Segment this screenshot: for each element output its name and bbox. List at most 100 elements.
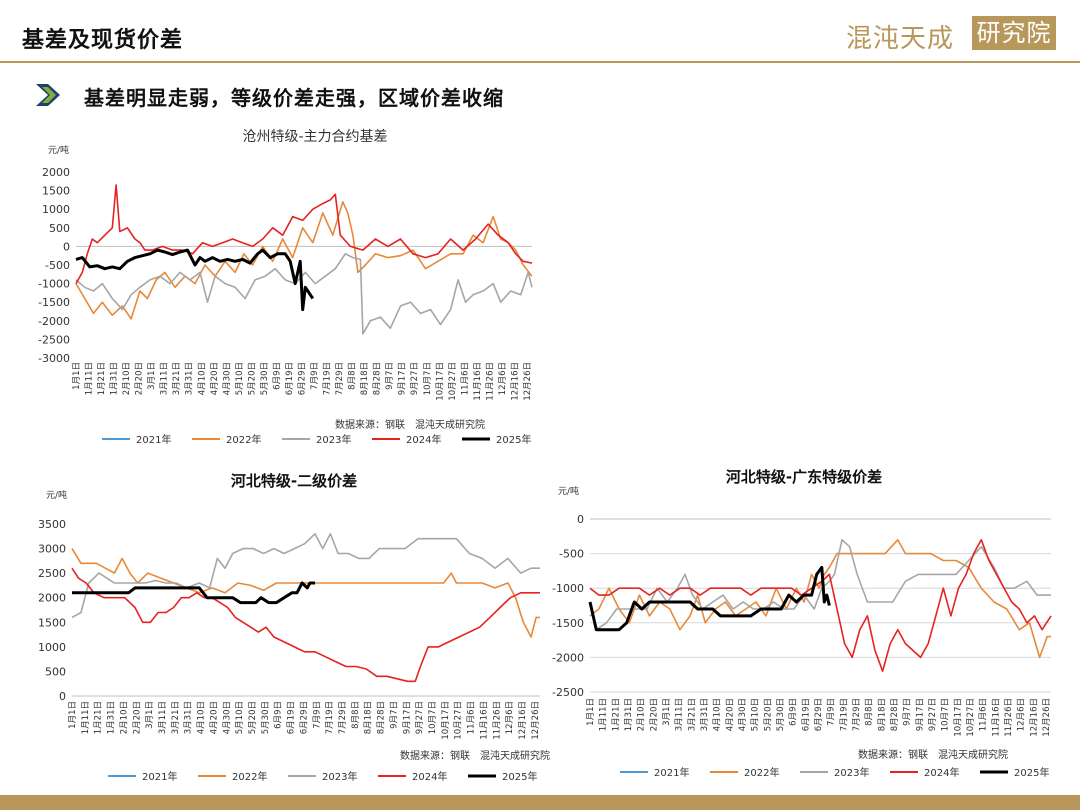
chart-title: 河北特级-二级价差 xyxy=(231,472,357,490)
x-tick-label: 1月1日 xyxy=(586,698,596,726)
x-tick-label: 5月20日 xyxy=(248,701,258,734)
legend-label: 2023年 xyxy=(316,433,351,446)
x-tick-label: 10月27日 xyxy=(454,701,464,740)
slide-subtitle: 基差明显走弱，等级价差走强，区域价差收缩 xyxy=(84,86,504,110)
x-tick-label: 3月11日 xyxy=(160,362,170,395)
legend-label: 2025年 xyxy=(1014,766,1049,779)
x-tick-label: 12月26日 xyxy=(523,362,533,401)
legend-label: 2023年 xyxy=(834,766,869,779)
x-tick-label: 7月29日 xyxy=(338,701,348,734)
x-tick-label: 1月11日 xyxy=(599,698,609,731)
x-tick-label: 10月17日 xyxy=(953,698,963,737)
chart-unit: 元/吨 xyxy=(48,144,69,156)
x-tick-label: 9月17日 xyxy=(915,698,925,731)
y-tick-label: 3000 xyxy=(38,543,66,556)
x-tick-label: 9月7日 xyxy=(903,698,913,726)
x-tick-label: 6月9日 xyxy=(274,701,284,729)
x-tick-label: 3月31日 xyxy=(185,362,195,395)
x-tick-label: 4月30日 xyxy=(222,362,232,395)
chart-unit: 元/吨 xyxy=(46,489,67,501)
legend-label: 2023年 xyxy=(322,770,357,783)
x-tick-label: 3月31日 xyxy=(184,701,194,734)
x-tick-label: 11月26日 xyxy=(492,701,502,740)
chart-title: 河北特级-广东特级价差 xyxy=(726,468,882,486)
x-tick-label: 8月28日 xyxy=(373,362,383,395)
x-tick-label: 4月20日 xyxy=(209,701,219,734)
x-tick-label: 4月10日 xyxy=(713,698,723,731)
y-tick-label: -2500 xyxy=(552,686,584,699)
series-line-2025年 xyxy=(72,581,315,605)
x-tick-label: 3月21日 xyxy=(687,698,697,731)
y-tick-label: -2500 xyxy=(38,333,70,346)
x-tick-label: 9月7日 xyxy=(389,701,399,729)
x-tick-label: 11月26日 xyxy=(1004,698,1014,737)
legend-label: 2025年 xyxy=(502,770,537,783)
legend-label: 2022年 xyxy=(744,766,779,779)
x-tick-label: 12月6日 xyxy=(1017,698,1027,731)
series-line-2022年 xyxy=(589,539,1051,659)
logo-box-text: 研究院 xyxy=(976,19,1052,47)
x-tick-label: 10月7日 xyxy=(428,701,438,734)
x-tick-label: 7月9日 xyxy=(827,698,837,726)
series-line-2023年 xyxy=(71,533,540,619)
x-tick-label: 3月21日 xyxy=(171,701,181,734)
x-tick-label: 2月10日 xyxy=(122,362,132,395)
y-tick-label: -1500 xyxy=(38,296,70,309)
legend-label: 2022年 xyxy=(226,433,261,446)
y-tick-label: -1500 xyxy=(552,617,584,630)
y-tick-label: 1000 xyxy=(42,203,70,216)
series-line-2022年 xyxy=(71,548,540,638)
x-tick-label: 10月7日 xyxy=(941,698,951,731)
x-tick-label: 3月11日 xyxy=(675,698,685,731)
x-tick-label: 4月10日 xyxy=(197,701,207,734)
x-tick-label: 8月18日 xyxy=(877,698,887,731)
series-line-2025年 xyxy=(75,248,315,312)
y-tick-label: -500 xyxy=(559,548,584,561)
x-tick-label: 1月1日 xyxy=(68,701,78,729)
x-tick-label: 9月7日 xyxy=(385,362,395,390)
x-tick-label: 5月20日 xyxy=(763,698,773,731)
company-logo: 混沌天成 研究院 xyxy=(846,14,1058,54)
chart-hebei-grade-spread: 河北特级-二级价差 元/吨 3500 3000 2500 2000 1500 1000 50… xyxy=(38,472,550,783)
x-tick-label: 2月10日 xyxy=(637,698,647,731)
x-tick-label: 12月16日 xyxy=(518,701,528,740)
x-tick-label: 6月29日 xyxy=(299,701,309,734)
x-tick-label: 9月17日 xyxy=(398,362,408,395)
series-line-2024年 xyxy=(71,567,540,683)
y-tick-label: -2000 xyxy=(38,315,70,328)
x-tick-label: 1月31日 xyxy=(624,698,634,731)
x-tick-label: 1月21日 xyxy=(94,701,104,734)
series-line-2023年 xyxy=(589,539,1051,631)
x-tick-label: 1月11日 xyxy=(81,701,91,734)
y-tick-label: -1000 xyxy=(552,582,584,595)
x-tick-label: 4月10日 xyxy=(197,362,207,395)
x-tick-label: 11月26日 xyxy=(485,362,495,401)
logo-text: 混沌天成 xyxy=(846,24,955,54)
x-tick-label: 10月17日 xyxy=(441,701,451,740)
x-tick-label: 3月11日 xyxy=(158,701,168,734)
x-tick-label: 1月31日 xyxy=(107,701,117,734)
x-tick-label: 10月17日 xyxy=(435,362,445,401)
x-tick-label: 6月19日 xyxy=(285,362,295,395)
y-tick-label: -2000 xyxy=(552,651,584,664)
y-tick-label: -500 xyxy=(45,259,70,272)
x-tick-label: 3月1日 xyxy=(145,701,155,729)
x-tick-label: 4月30日 xyxy=(738,698,748,731)
x-tick-label: 3月21日 xyxy=(172,362,182,395)
y-tick-label: 1500 xyxy=(38,616,66,629)
series-line-2024年 xyxy=(75,184,533,284)
y-tick-label: -3000 xyxy=(38,352,70,365)
x-tick-label: 5月20日 xyxy=(247,362,257,395)
x-tick-label: 8月18日 xyxy=(364,701,374,734)
x-tick-label: 11月6日 xyxy=(460,362,470,395)
chart-hebei-guangdong-spread: 河北特级-广东特级价差 元/吨 0 -500 -1000 -1500 -2000 -250… xyxy=(552,468,1052,779)
x-tick-label: 1月21日 xyxy=(97,362,107,395)
y-tick-label: 500 xyxy=(45,665,66,678)
x-tick-label: 6月29日 xyxy=(814,698,824,731)
y-tick-label: 0 xyxy=(577,513,584,526)
chart-source: 数据来源：钢联 混沌天成研究院 xyxy=(335,418,485,431)
x-tick-label: 2月20日 xyxy=(135,362,145,395)
y-tick-label: 3500 xyxy=(38,518,66,531)
x-tick-label: 11月6日 xyxy=(979,698,989,731)
x-tick-label: 11月16日 xyxy=(991,698,1001,737)
